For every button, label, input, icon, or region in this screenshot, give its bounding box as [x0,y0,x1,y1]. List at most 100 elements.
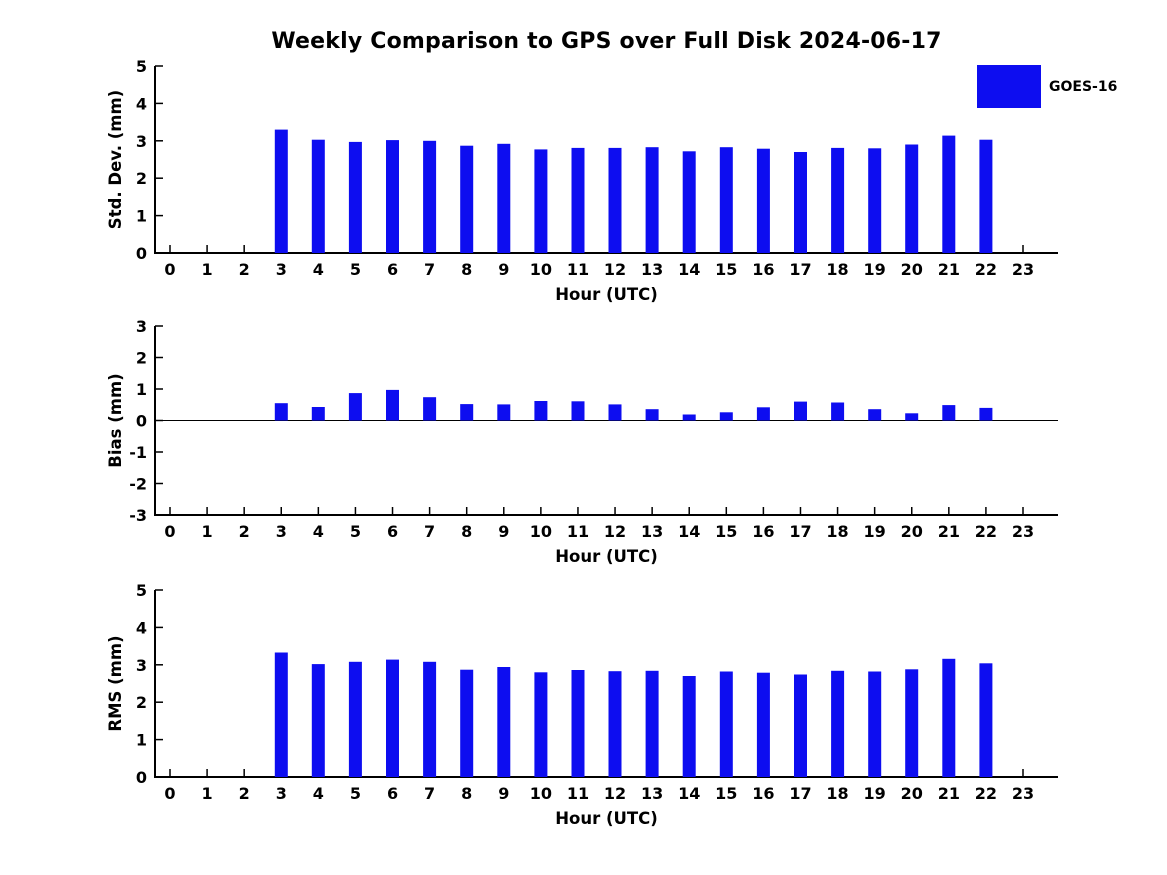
x-tick-label: 1 [202,784,213,803]
x-tick-label: 21 [938,260,960,279]
bar-bias-hour-4 [311,407,325,421]
x-tick-label: 7 [424,522,435,541]
y-tick-label: 4 [136,618,147,637]
x-tick-label: 18 [826,784,848,803]
x-tick-label: 0 [164,784,175,803]
legend: GOES-16 [977,65,1117,108]
x-tick-label: 0 [164,522,175,541]
x-tick-label: 22 [975,260,997,279]
x-tick-label: 7 [424,260,435,279]
x-tick-label: 21 [938,784,960,803]
x-tick-label: 14 [678,522,700,541]
bar-rms-hour-22 [979,663,993,777]
x-tick-label: 17 [789,260,811,279]
bar-std-dev-hour-6 [386,140,399,253]
x-tick-label: 16 [752,260,774,279]
x-tick-label: 8 [461,260,472,279]
bar-bias-hour-12 [608,404,622,421]
x-tick-label: 19 [864,784,886,803]
x-tick-label: 22 [975,784,997,803]
bar-rms-hour-11 [571,670,585,777]
bar-bias-hour-20 [905,413,919,421]
x-tick-label: 10 [530,784,552,803]
x-tick-label: 17 [789,522,811,541]
bar-bias-hour-10 [534,401,548,421]
x-tick-label: 9 [498,260,509,279]
y-tick-label: 3 [136,132,147,151]
bar-rms-hour-19 [868,671,882,777]
y-tick-label: 2 [136,349,147,368]
bar-rms-hour-8 [460,669,474,777]
x-tick-label: 13 [641,784,663,803]
bar-rms-hour-20 [905,669,919,777]
bar-bias-hour-8 [460,404,474,421]
bar-std-dev-hour-20 [905,144,919,253]
y-axis-title: Bias (mm) [106,373,125,467]
x-tick-label: 9 [498,522,509,541]
y-tick-label: 0 [136,244,147,263]
bar-rms-hour-6 [386,659,399,777]
x-tick-label: 4 [313,522,324,541]
bar-rms-hour-4 [311,664,325,777]
bar-std-dev-hour-8 [460,145,474,253]
x-tick-label: 13 [641,522,663,541]
bar-std-dev-hour-10 [534,149,548,253]
bar-rms-hour-15 [719,671,733,777]
x-tick-label: 13 [641,260,663,279]
x-tick-label: 12 [604,522,626,541]
y-tick-label: -1 [129,443,147,462]
bar-bias-hour-7 [423,397,437,421]
bar-std-dev-hour-13 [645,147,659,253]
x-tick-label: 20 [901,784,923,803]
bar-bias-hour-11 [571,401,585,421]
bar-std-dev-hour-9 [497,143,511,253]
x-tick-label: 20 [901,522,923,541]
x-tick-label: 10 [530,260,552,279]
bar-bias-hour-18 [831,402,845,421]
bar-bias-hour-5 [348,393,362,421]
x-tick-label: 12 [604,784,626,803]
bar-std-dev-hour-3 [274,129,288,253]
x-tick-label: 10 [530,522,552,541]
bar-bias-hour-17 [794,401,807,421]
x-tick-label: 2 [239,260,250,279]
bar-std-dev-hour-19 [868,148,882,253]
x-axis-title: Hour (UTC) [555,547,658,566]
y-tick-label: 2 [136,169,147,188]
bar-std-dev-hour-11 [571,147,585,253]
bar-rms-hour-7 [423,661,437,777]
x-tick-label: 6 [387,784,398,803]
x-tick-label: 0 [164,260,175,279]
y-tick-label: 1 [136,731,147,750]
x-tick-label: 19 [864,522,886,541]
x-tick-label: 8 [461,522,472,541]
x-tick-label: 20 [901,260,923,279]
bar-std-dev-hour-18 [831,147,845,253]
x-tick-label: 16 [752,522,774,541]
x-tick-label: 6 [387,260,398,279]
bar-std-dev-hour-5 [348,141,362,253]
bar-rms-hour-16 [756,672,770,777]
bar-rms-hour-3 [274,652,288,777]
bar-rms-hour-12 [608,671,622,777]
y-tick-label: 0 [136,412,147,431]
bar-rms-hour-10 [534,672,548,777]
bar-rms-hour-17 [794,674,807,777]
bar-std-dev-hour-15 [719,147,733,253]
x-tick-label: 1 [202,522,213,541]
bar-bias-hour-21 [942,405,956,421]
y-tick-label: -2 [129,475,147,494]
x-tick-label: 5 [350,784,361,803]
bar-rms-hour-13 [645,670,659,777]
x-tick-label: 19 [864,260,886,279]
bar-std-dev-hour-16 [756,148,770,253]
bar-std-dev-hour-14 [682,151,696,253]
y-axis-title: RMS (mm) [106,635,125,731]
x-tick-label: 2 [239,784,250,803]
bar-rms-hour-14 [682,676,696,777]
bar-std-dev-hour-21 [942,135,956,253]
